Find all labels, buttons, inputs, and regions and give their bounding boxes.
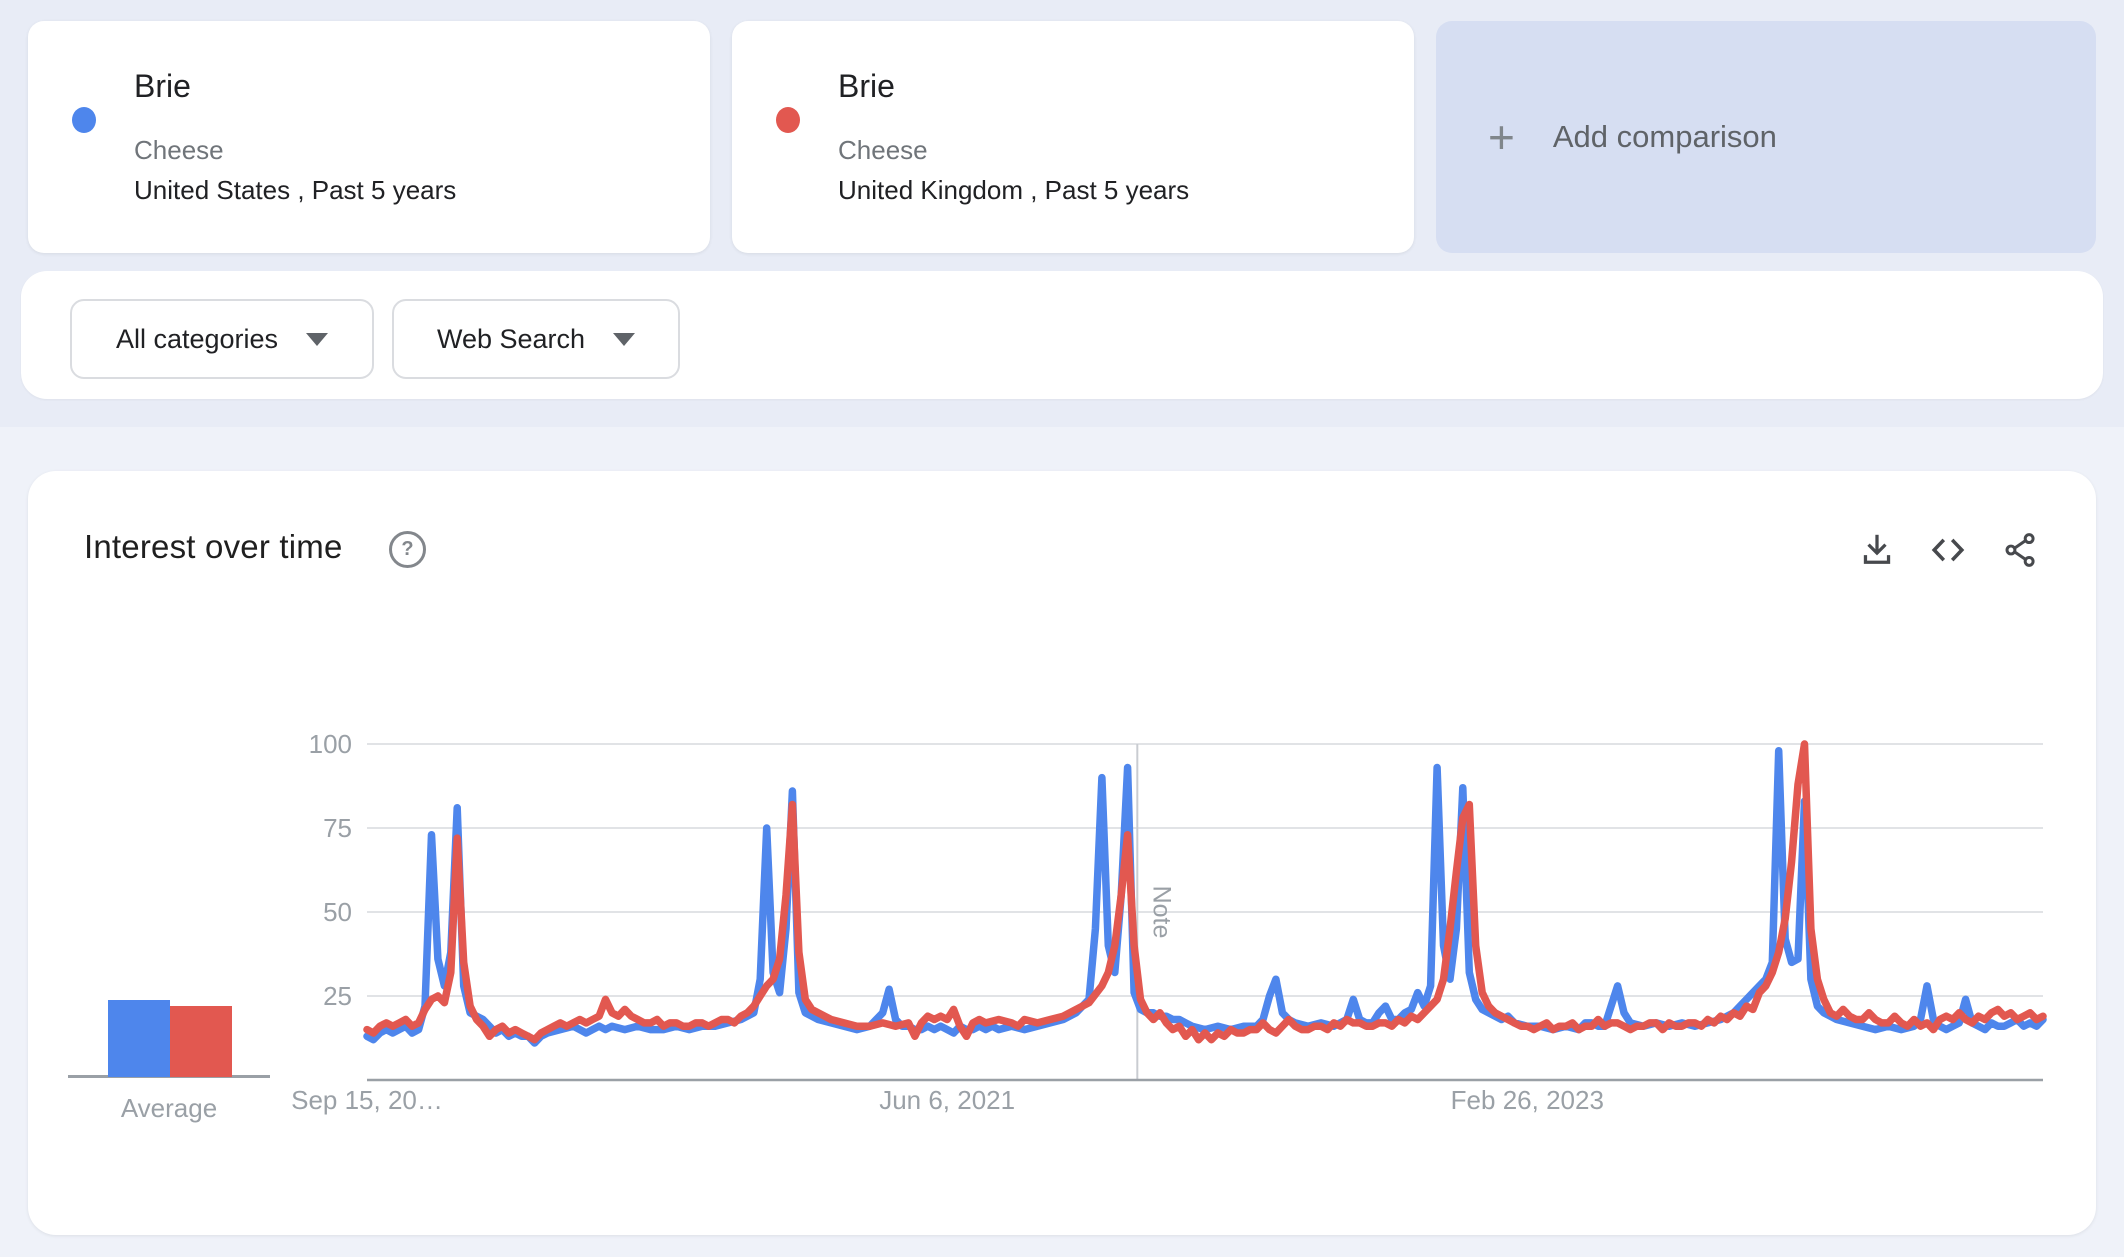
term-type: Cheese xyxy=(838,135,928,165)
term-scope: United Kingdom , Past 5 years xyxy=(838,175,1190,205)
chart-title: Interest over time xyxy=(84,528,343,565)
average-label: Average xyxy=(120,1093,218,1123)
y-axis-tick-label: 50 xyxy=(323,897,352,927)
term-card-text: Brie Cheese United Kingdom , Past 5 year… xyxy=(838,67,1189,205)
category-dropdown[interactable]: All categories xyxy=(70,299,374,379)
chevron-down-icon xyxy=(306,332,329,346)
term-card-us[interactable]: Brie Cheese United States , Past 5 years xyxy=(28,21,710,253)
svg-text:Note: Note xyxy=(1147,886,1175,939)
term-card-uk[interactable]: Brie Cheese United Kingdom , Past 5 year… xyxy=(732,21,1414,253)
category-dropdown-value: All categories xyxy=(115,323,279,354)
add-comparison-label: Add comparison xyxy=(1552,119,1777,154)
term-type: Cheese xyxy=(134,135,224,165)
download-icon[interactable] xyxy=(1858,531,1896,569)
series-color-dot-us xyxy=(72,107,96,133)
term-keyword: Brie xyxy=(838,68,895,104)
chevron-down-icon xyxy=(613,332,636,346)
series-color-dot-uk xyxy=(776,107,800,133)
average-bar[interactable] xyxy=(170,1006,232,1077)
interest-over-time-plot[interactable]: Note xyxy=(363,740,2047,1082)
y-axis-tick-label: 75 xyxy=(323,813,352,843)
plus-icon: + xyxy=(1488,111,1515,163)
share-icon[interactable] xyxy=(2002,531,2040,569)
help-icon[interactable]: ? xyxy=(389,531,426,568)
y-axis-tick-label: 100 xyxy=(308,729,352,759)
average-bar[interactable] xyxy=(108,1000,170,1077)
search-type-dropdown-value: Web Search xyxy=(436,323,586,354)
add-comparison-button[interactable]: + Add comparison xyxy=(1436,21,2096,253)
term-scope: United States , Past 5 years xyxy=(134,175,457,205)
x-axis-tick-label: Jun 6, 2021 xyxy=(879,1085,1016,1115)
y-axis-tick-label: 25 xyxy=(323,981,352,1011)
search-type-dropdown[interactable]: Web Search xyxy=(392,299,680,379)
x-axis-tick-label: Feb 26, 2023 xyxy=(1450,1085,1604,1115)
term-card-text: Brie Cheese United States , Past 5 years xyxy=(134,67,456,205)
term-keyword: Brie xyxy=(134,68,191,104)
filter-bar: All categories Web Search xyxy=(21,271,2103,399)
embed-code-icon[interactable] xyxy=(1929,531,1967,569)
x-axis-tick-label: Sep 15, 20… xyxy=(291,1085,443,1115)
interest-over-time-card: Interest over time ? Average Note 25 50 75… xyxy=(28,471,2096,1235)
